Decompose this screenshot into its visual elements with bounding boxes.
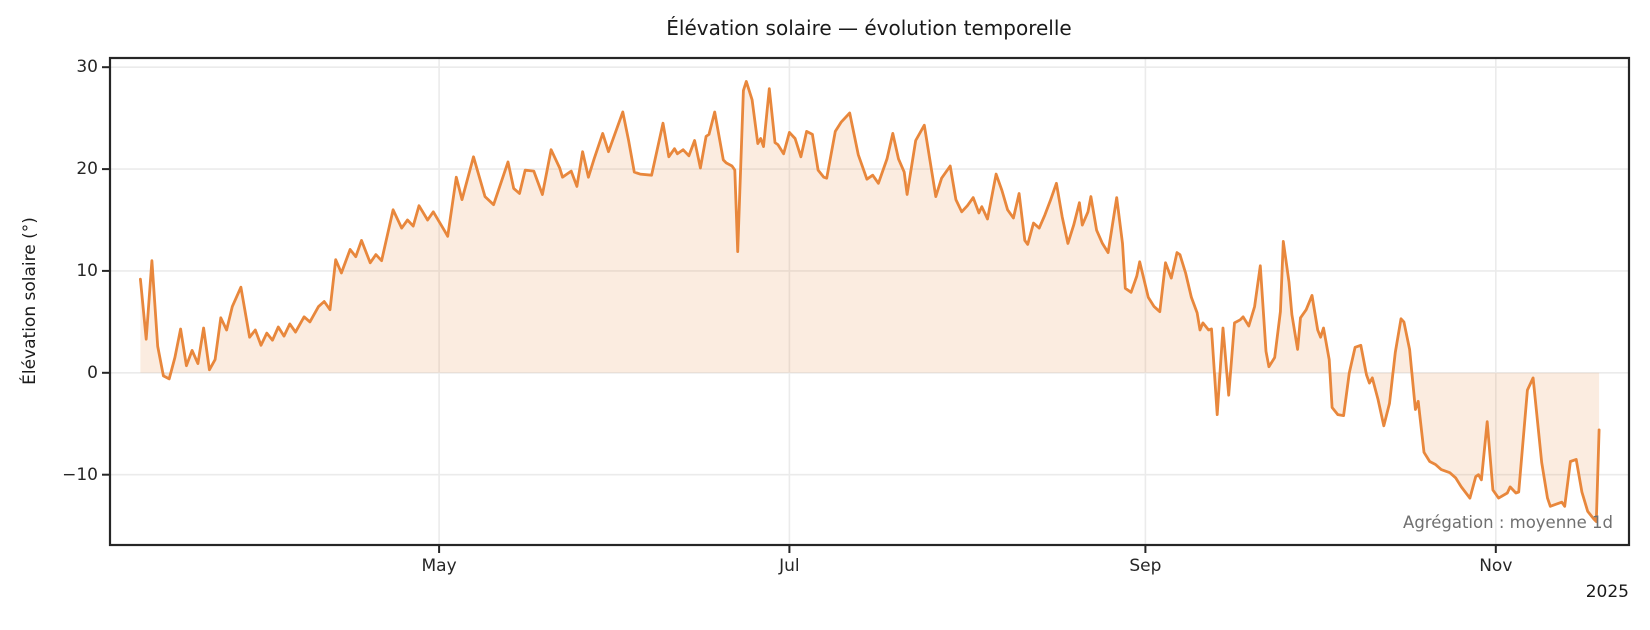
y-tick-label: −10: [62, 464, 98, 485]
y-tick-label: 30: [76, 57, 98, 78]
x-tick-label: Nov: [1479, 556, 1513, 576]
y-tick-label: 0: [87, 362, 98, 383]
x-tick-label: May: [421, 556, 457, 576]
chart-title: Élévation solaire — évolution temporelle: [666, 16, 1072, 40]
y-tick-label: 10: [76, 260, 98, 281]
y-tick-label: 20: [76, 159, 98, 180]
x-tick-label: Sep: [1129, 556, 1162, 576]
x-axis-year-label: 2025: [1585, 582, 1629, 602]
aggregation-annotation: Agrégation : moyenne 1d: [1403, 513, 1613, 532]
y-axis-label: Élévation solaire (°): [20, 217, 40, 385]
series-area-fill: [140, 81, 1600, 522]
x-tick-label: Jul: [779, 556, 800, 576]
axes-spines: [108, 56, 1631, 547]
series-line: [139, 80, 1601, 523]
